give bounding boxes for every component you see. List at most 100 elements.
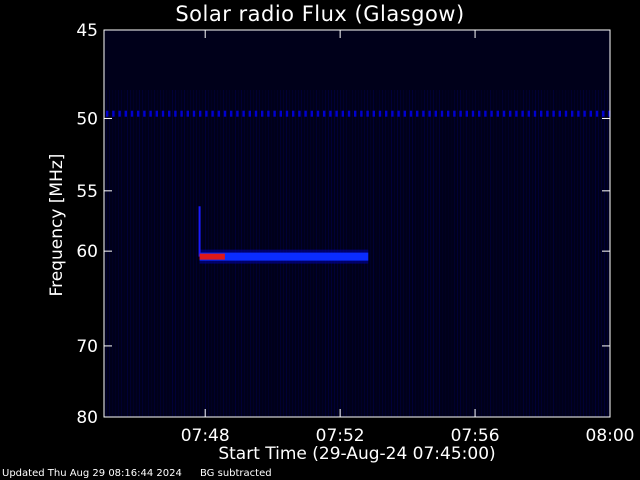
emission-peak	[199, 253, 225, 260]
background-striation	[430, 90, 431, 417]
background-striation	[559, 90, 560, 417]
plot-area	[104, 30, 610, 417]
interference-mark	[180, 110, 183, 117]
background-striation	[121, 90, 122, 417]
interference-mark	[161, 110, 165, 117]
interference-mark	[447, 110, 450, 117]
background-striation	[184, 90, 185, 417]
background-striation	[505, 90, 506, 417]
interference-mark	[174, 110, 177, 117]
background-striation	[394, 90, 395, 417]
interference-mark	[360, 110, 363, 117]
background-striation	[163, 90, 164, 417]
background-striation	[154, 90, 155, 417]
background-striation	[148, 90, 149, 417]
interference-mark	[453, 110, 456, 117]
background-striation	[439, 90, 440, 417]
background-striation	[166, 90, 167, 417]
background-striation	[565, 90, 566, 417]
background-striation	[487, 90, 488, 417]
interference-mark	[533, 110, 537, 117]
interference-mark	[242, 110, 245, 117]
background-striation	[475, 90, 476, 417]
interference-mark	[149, 110, 152, 117]
interference-mark	[137, 110, 140, 117]
background-striation	[586, 90, 587, 417]
background-striation	[454, 90, 455, 417]
background-striation	[484, 90, 485, 417]
background-striation	[142, 90, 143, 417]
interference-mark	[168, 110, 171, 117]
background-striation	[124, 90, 125, 417]
background-striation	[556, 90, 557, 417]
background-striation	[562, 90, 563, 417]
background-striation	[463, 90, 464, 417]
background-striation	[538, 90, 539, 417]
background-striation	[550, 90, 551, 417]
background-striation	[397, 90, 398, 417]
interference-mark	[391, 110, 394, 117]
background-striation	[460, 90, 461, 417]
interference-mark	[354, 110, 357, 117]
chart-title: Solar radio Flux (Glasgow)	[175, 2, 465, 26]
background-striation	[553, 90, 554, 417]
background-striation	[109, 90, 110, 417]
background-striation	[514, 90, 515, 417]
background-striation	[391, 90, 392, 417]
interference-mark	[527, 110, 530, 117]
interference-mark	[347, 110, 351, 117]
background-striation	[529, 90, 530, 417]
background-striation	[412, 90, 413, 417]
interference-mark	[372, 110, 375, 117]
interference-mark	[385, 110, 388, 117]
interference-mark	[236, 110, 239, 117]
background-striation	[451, 90, 452, 417]
interference-mark	[267, 110, 270, 117]
interference-mark	[124, 110, 127, 117]
y-tick-label: 50	[76, 109, 98, 129]
background-striation	[496, 90, 497, 417]
interference-mark	[310, 110, 313, 117]
interference-mark	[323, 110, 326, 117]
interference-mark	[558, 110, 561, 117]
interference-mark	[434, 110, 437, 117]
interference-mark	[304, 110, 307, 117]
background-striation	[385, 90, 386, 417]
interference-mark	[564, 110, 568, 117]
interference-mark	[509, 110, 512, 117]
background-striation	[133, 90, 134, 417]
interference-mark	[205, 110, 208, 117]
interference-mark	[130, 110, 134, 117]
background-striation	[409, 90, 410, 417]
background-striation	[130, 90, 131, 417]
background-striation	[544, 90, 545, 417]
background-striation	[592, 90, 593, 417]
background-striation	[574, 90, 575, 417]
x-tick-label: 08:00	[586, 426, 635, 446]
axes: 45 50 55 60 70 80 07:48 07:52 07:56 08:00	[76, 21, 634, 446]
interference-mark	[409, 110, 413, 117]
interference-mark	[366, 110, 369, 117]
interference-mark	[217, 110, 220, 117]
interference-mark	[106, 110, 109, 117]
interference-mark	[521, 110, 524, 117]
interference-mark	[118, 110, 121, 117]
background-striation	[604, 90, 605, 417]
interference-mark	[143, 110, 146, 117]
background-striation	[373, 90, 374, 417]
background-striation	[445, 90, 446, 417]
background-striation	[151, 90, 152, 417]
background-striation	[511, 90, 512, 417]
interference-mark	[577, 110, 580, 117]
background-striation	[520, 90, 521, 417]
interference-mark	[428, 110, 431, 117]
spectrogram-data	[106, 110, 611, 264]
background-striation	[571, 90, 572, 417]
x-axis-label: Start Time (29-Aug-24 07:45:00)	[218, 444, 496, 464]
updated-timestamp: Updated Thu Aug 29 08:16:44 2024	[2, 468, 182, 479]
interference-mark	[546, 110, 549, 117]
background-striation	[169, 90, 170, 417]
background-striation	[601, 90, 602, 417]
interference-mark	[316, 110, 320, 117]
